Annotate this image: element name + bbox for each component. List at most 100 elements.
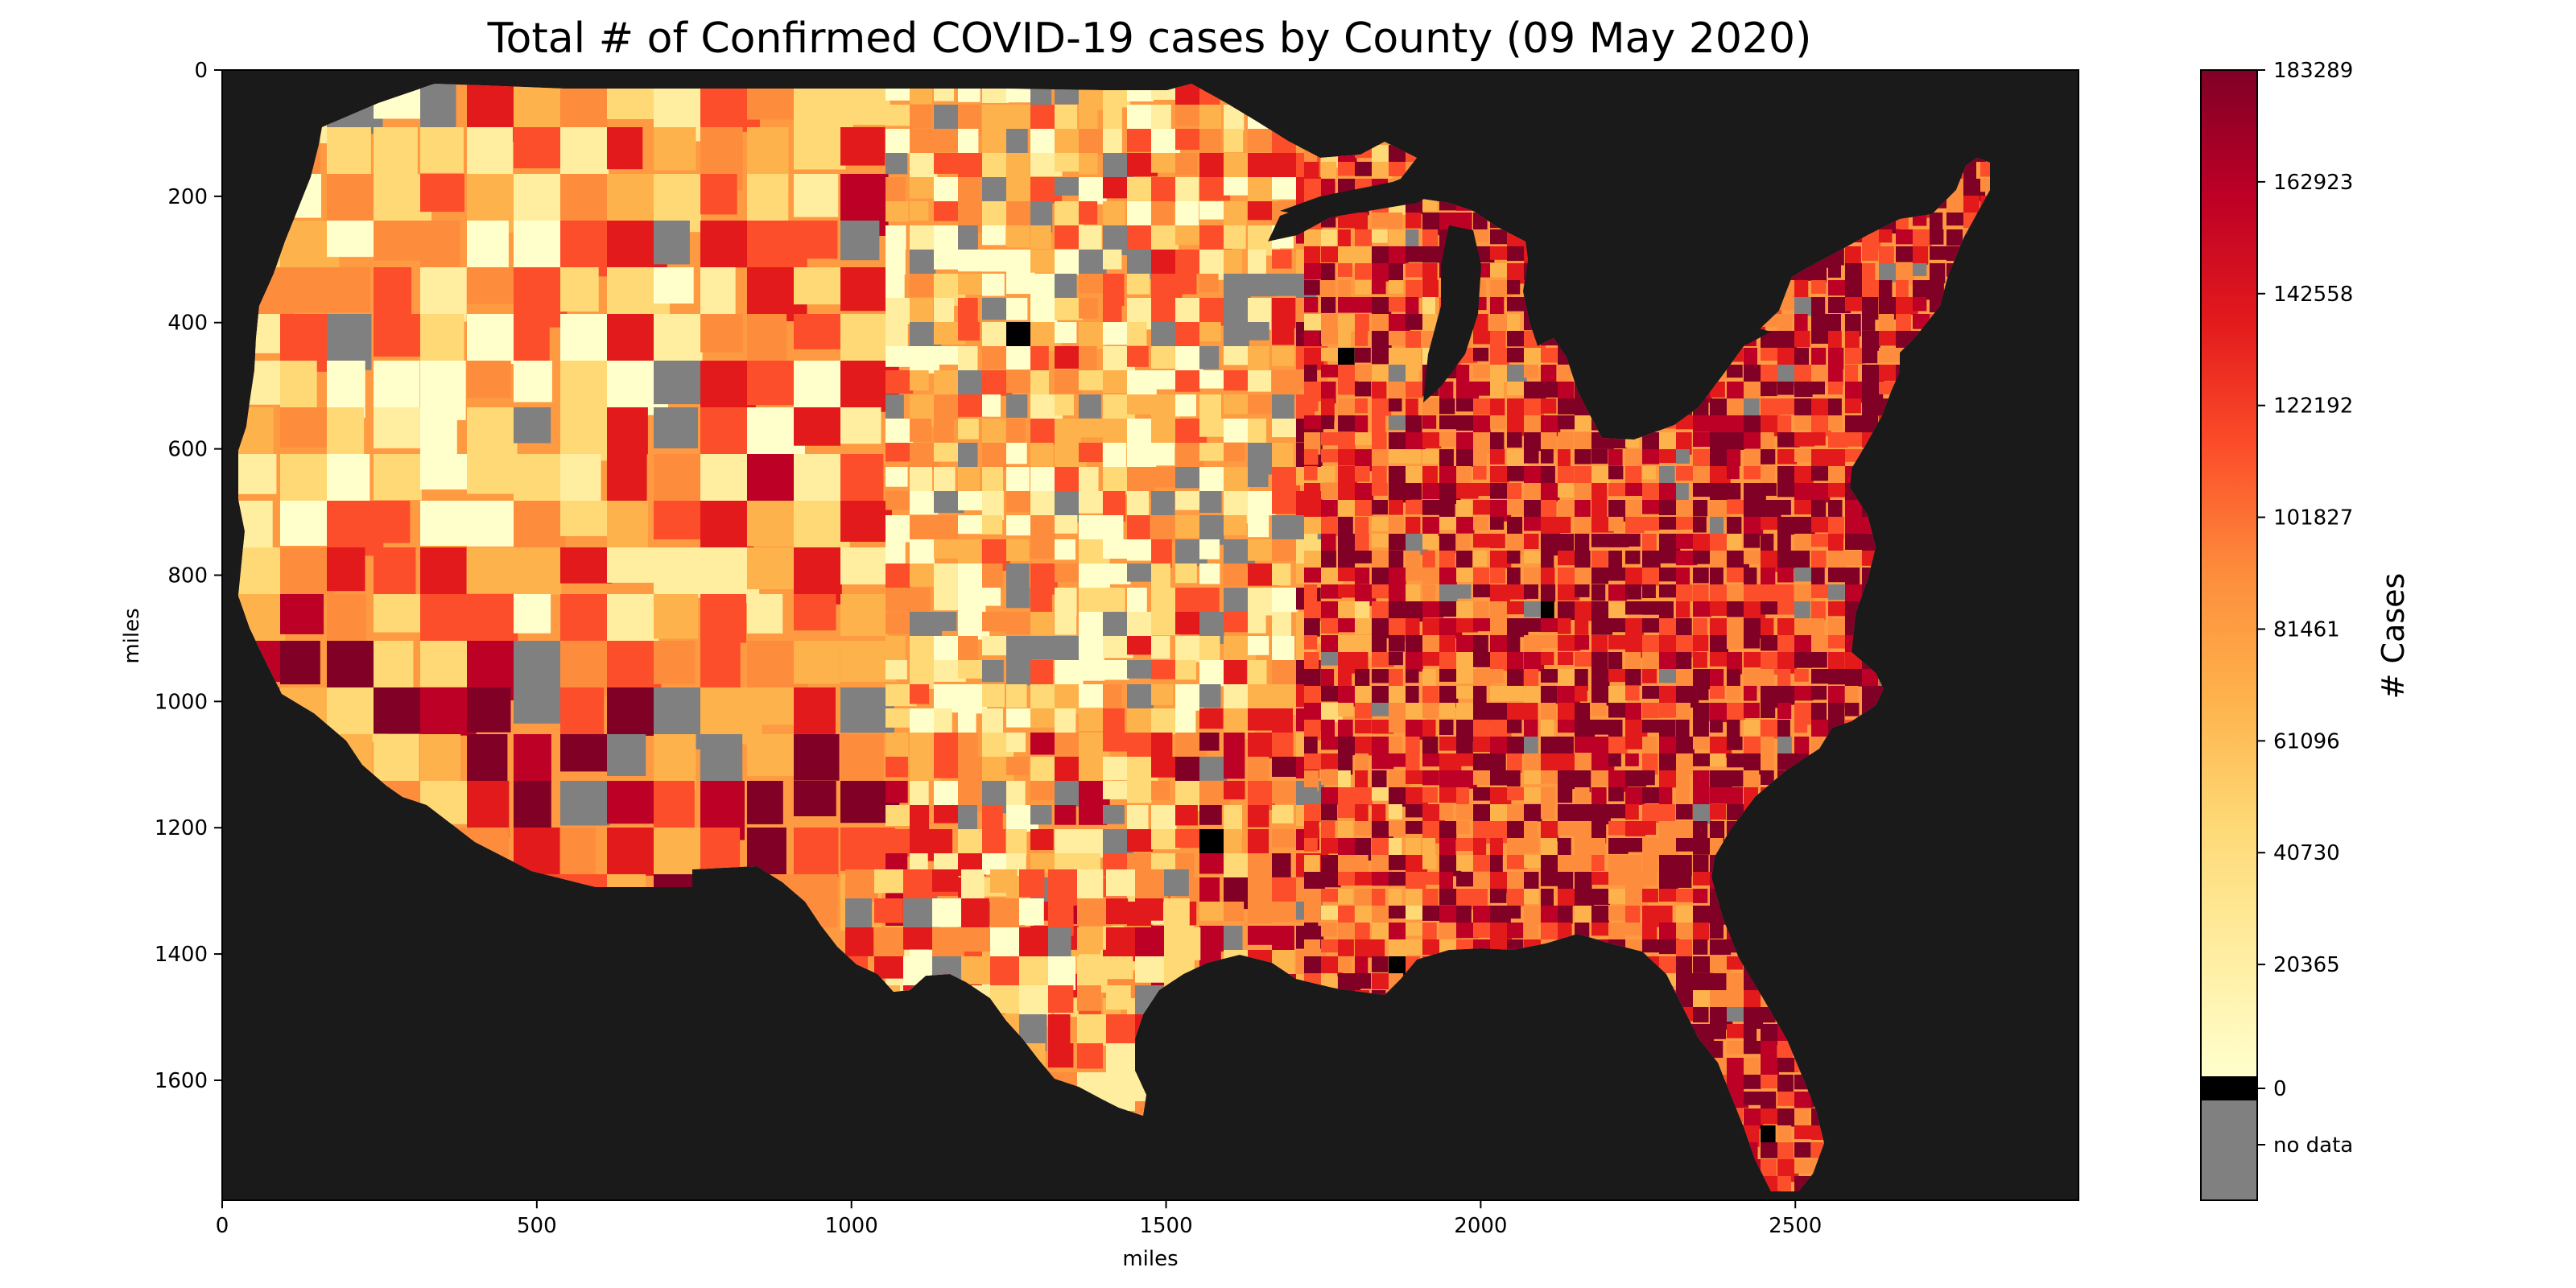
county-cell <box>1048 1043 1074 1068</box>
county-cell <box>1321 280 1335 302</box>
county-cell <box>374 127 418 181</box>
county-cell <box>1524 382 1546 401</box>
county-cell <box>982 588 1001 606</box>
county-cell <box>1608 804 1629 819</box>
county-cell <box>1079 491 1106 514</box>
county-cell <box>1659 720 1676 741</box>
county-cell <box>1558 652 1574 665</box>
county-cell <box>1272 829 1296 848</box>
county-cell <box>1558 889 1576 906</box>
county-cell <box>1828 703 1845 725</box>
county-cell <box>1304 415 1325 430</box>
county-cell <box>1272 926 1294 954</box>
colorbar-zero-swatch <box>2201 1076 2257 1100</box>
county-cell <box>1659 500 1681 515</box>
county-cell <box>1490 568 1506 584</box>
county-cell <box>654 361 707 405</box>
county-cell <box>958 539 982 564</box>
county-cell <box>1575 804 1594 824</box>
county-cell <box>1845 348 1865 365</box>
x-tick-label: 2500 <box>1769 1214 1822 1238</box>
county-cell <box>982 250 1010 272</box>
county-cell <box>1321 584 1342 599</box>
county-cell <box>1524 906 1546 925</box>
county-cell <box>747 687 803 725</box>
county-cell <box>1439 398 1455 415</box>
county-cell <box>1248 274 1275 297</box>
county-cell <box>1406 551 1421 573</box>
county-cell <box>1439 382 1454 402</box>
county-cell <box>1304 686 1321 704</box>
county-cell <box>1896 263 1914 286</box>
county-cell <box>1490 398 1505 420</box>
county-cell <box>1659 669 1678 683</box>
county-cell <box>1828 483 1846 497</box>
county-cell <box>1304 432 1321 455</box>
county-cell <box>1389 382 1406 401</box>
county-cell <box>1175 322 1200 346</box>
county-cell <box>1199 902 1231 921</box>
county-cell <box>1693 432 1711 447</box>
county-cell <box>1389 703 1410 722</box>
county-cell <box>1103 805 1125 824</box>
county-cell <box>1321 804 1338 821</box>
county-cell <box>1507 466 1527 481</box>
county-cell <box>1490 703 1510 724</box>
county-cell <box>1541 348 1558 363</box>
county-cell <box>1642 449 1660 464</box>
county-cell <box>1930 246 1947 260</box>
county-cell <box>1055 805 1076 825</box>
county-cell <box>1777 669 1791 689</box>
y-tick-label: 800 <box>167 564 208 588</box>
county-cell <box>1710 1041 1724 1059</box>
county-cell <box>1794 331 1810 348</box>
county-cell <box>1355 703 1373 719</box>
county-cell <box>327 407 365 456</box>
colorbar-no-data-label: no data <box>2273 1133 2353 1158</box>
county-cell <box>1389 551 1404 569</box>
county-cell <box>1456 652 1476 671</box>
county-cell <box>1272 660 1299 689</box>
county-cell <box>1777 517 1800 535</box>
county-cell <box>1055 225 1083 249</box>
county-cell <box>420 174 464 213</box>
county-cell <box>1828 584 1845 601</box>
county-cell <box>1406 348 1422 370</box>
county-cell <box>1541 517 1561 535</box>
county-cell <box>1389 787 1408 807</box>
county-cell <box>1541 449 1554 464</box>
county-cell <box>1439 770 1459 791</box>
county-cell <box>1372 703 1392 716</box>
county-cell <box>607 407 648 455</box>
county-cell <box>1744 398 1760 421</box>
county-cell <box>1524 889 1539 904</box>
county-cell <box>1490 348 1509 367</box>
county-cell <box>1777 483 1796 497</box>
county-cell <box>1608 568 1628 581</box>
county-cell <box>1558 804 1578 823</box>
county-cell <box>1175 805 1198 826</box>
county-cell <box>1338 584 1359 598</box>
county-cell <box>840 687 894 733</box>
county-cell <box>1304 449 1319 465</box>
county-cell <box>1151 684 1174 705</box>
county-cell <box>1490 449 1505 464</box>
county-cell <box>1355 939 1376 958</box>
county-cell <box>1103 708 1125 733</box>
county-cell <box>1642 669 1657 683</box>
county-cell <box>982 564 1003 591</box>
county-cell <box>1224 322 1249 349</box>
county-cell <box>1693 804 1711 824</box>
county-cell <box>1389 720 1410 733</box>
county-cell <box>1862 314 1876 331</box>
county-cell <box>1248 636 1269 655</box>
county-cell <box>1224 153 1249 180</box>
county-cell <box>1422 534 1439 550</box>
county-cell <box>1127 394 1153 415</box>
county-cell <box>934 708 952 733</box>
county-cell <box>1030 250 1059 273</box>
county-cell <box>1744 1108 1763 1129</box>
county-cell <box>1524 753 1543 775</box>
county-cell <box>1422 838 1435 861</box>
county-cell <box>1777 1142 1794 1165</box>
